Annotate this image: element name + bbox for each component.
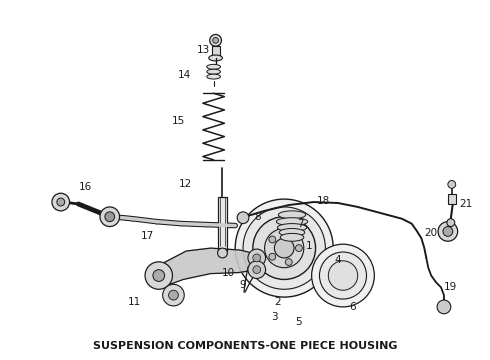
- Circle shape: [328, 261, 358, 290]
- Circle shape: [105, 212, 115, 222]
- Circle shape: [235, 199, 333, 297]
- Text: 11: 11: [127, 297, 141, 307]
- Circle shape: [269, 253, 276, 260]
- Text: 9: 9: [240, 280, 246, 290]
- Text: 13: 13: [197, 45, 211, 55]
- Text: 17: 17: [140, 231, 154, 241]
- Bar: [218, 197, 227, 251]
- Circle shape: [319, 252, 367, 299]
- Ellipse shape: [277, 224, 307, 231]
- Circle shape: [265, 229, 304, 268]
- Circle shape: [312, 244, 374, 307]
- Circle shape: [163, 284, 184, 306]
- Text: 6: 6: [349, 302, 356, 312]
- Bar: [212, 46, 220, 56]
- Text: SUSPENSION COMPONENTS-ONE PIECE HOUSING: SUSPENSION COMPONENTS-ONE PIECE HOUSING: [93, 341, 397, 351]
- Text: 14: 14: [177, 69, 191, 80]
- Circle shape: [57, 198, 65, 206]
- Circle shape: [438, 222, 458, 241]
- Text: 12: 12: [178, 179, 192, 189]
- Circle shape: [243, 207, 325, 289]
- Ellipse shape: [207, 74, 220, 79]
- Text: 2: 2: [274, 297, 281, 307]
- Circle shape: [218, 248, 227, 258]
- Ellipse shape: [207, 69, 220, 74]
- Ellipse shape: [280, 233, 304, 241]
- Circle shape: [443, 226, 453, 236]
- Circle shape: [100, 207, 120, 226]
- Circle shape: [437, 300, 451, 314]
- Circle shape: [248, 249, 266, 267]
- Circle shape: [213, 37, 219, 43]
- Text: 18: 18: [317, 196, 330, 206]
- Circle shape: [253, 254, 261, 262]
- Text: 20: 20: [425, 228, 438, 238]
- Circle shape: [448, 180, 456, 188]
- Circle shape: [269, 236, 276, 243]
- Circle shape: [237, 212, 249, 224]
- Circle shape: [447, 219, 455, 226]
- Text: 1: 1: [305, 241, 312, 251]
- Text: 4: 4: [335, 255, 342, 265]
- Text: 21: 21: [459, 199, 472, 209]
- Ellipse shape: [278, 211, 306, 219]
- Text: 10: 10: [222, 267, 235, 278]
- Circle shape: [145, 262, 172, 289]
- Text: 8: 8: [254, 212, 261, 222]
- Circle shape: [153, 270, 165, 282]
- Text: 7: 7: [297, 219, 304, 229]
- Text: 19: 19: [444, 282, 458, 292]
- Circle shape: [169, 290, 178, 300]
- Circle shape: [274, 238, 294, 258]
- Ellipse shape: [207, 64, 220, 69]
- Circle shape: [210, 35, 221, 46]
- Circle shape: [253, 217, 316, 279]
- Circle shape: [295, 245, 302, 252]
- Circle shape: [253, 266, 261, 274]
- Ellipse shape: [279, 229, 305, 236]
- Bar: [448, 194, 456, 204]
- Text: 3: 3: [271, 312, 278, 322]
- Ellipse shape: [276, 218, 308, 226]
- Circle shape: [285, 231, 292, 238]
- Circle shape: [52, 193, 70, 211]
- Ellipse shape: [209, 55, 222, 61]
- Text: 15: 15: [172, 116, 185, 126]
- Circle shape: [248, 261, 266, 279]
- Text: 5: 5: [295, 316, 302, 327]
- Text: 16: 16: [78, 182, 92, 192]
- Circle shape: [285, 258, 292, 266]
- Polygon shape: [162, 248, 260, 287]
